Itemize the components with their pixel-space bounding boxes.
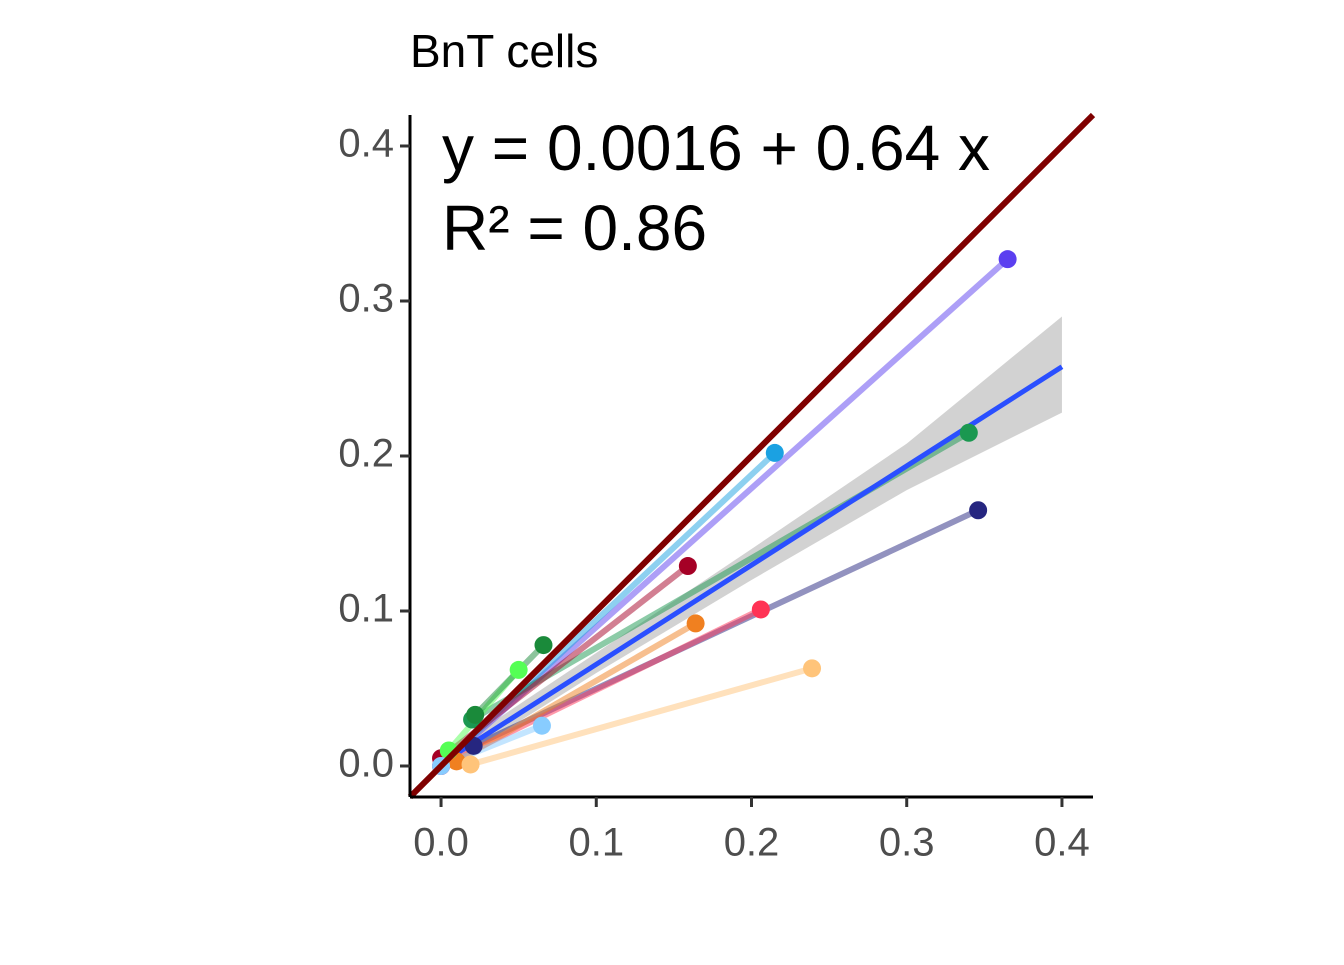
data-point: [532, 716, 551, 735]
y-tick-label: 0.2: [338, 432, 394, 476]
data-point: [466, 705, 485, 724]
y-tick-label: 0.3: [338, 277, 394, 321]
data-point: [686, 614, 705, 633]
data-point: [509, 660, 528, 679]
data-point: [534, 636, 553, 655]
x-tick-label: 0.3: [879, 821, 935, 865]
y-tick-label: 0.4: [338, 122, 394, 166]
data-point: [461, 755, 480, 774]
data-point: [998, 250, 1017, 269]
confidence-band: [441, 316, 1062, 771]
series-line: [473, 643, 546, 717]
chart-title: BnT cells: [410, 25, 598, 77]
data-point: [765, 443, 784, 462]
reference-line: [407, 112, 1096, 800]
annotation: R² = 0.86: [442, 192, 707, 264]
x-tick-label: 0.4: [1034, 821, 1090, 865]
series-line: [455, 620, 698, 764]
x-tick-label: 0.0: [413, 821, 469, 865]
data-point: [969, 501, 988, 520]
data-point: [959, 423, 978, 442]
data-point: [803, 659, 822, 678]
y-tick-label: 0.1: [338, 587, 394, 631]
annotation: y = 0.0016 + 0.64 x: [442, 112, 990, 184]
x-tick-label: 0.2: [724, 821, 780, 865]
data-point: [678, 557, 697, 576]
fit-line: [439, 364, 1064, 766]
series-line: [469, 665, 813, 768]
y-tick-label: 0.0: [338, 742, 394, 786]
x-tick-label: 0.1: [568, 821, 624, 865]
data-point: [751, 600, 770, 619]
